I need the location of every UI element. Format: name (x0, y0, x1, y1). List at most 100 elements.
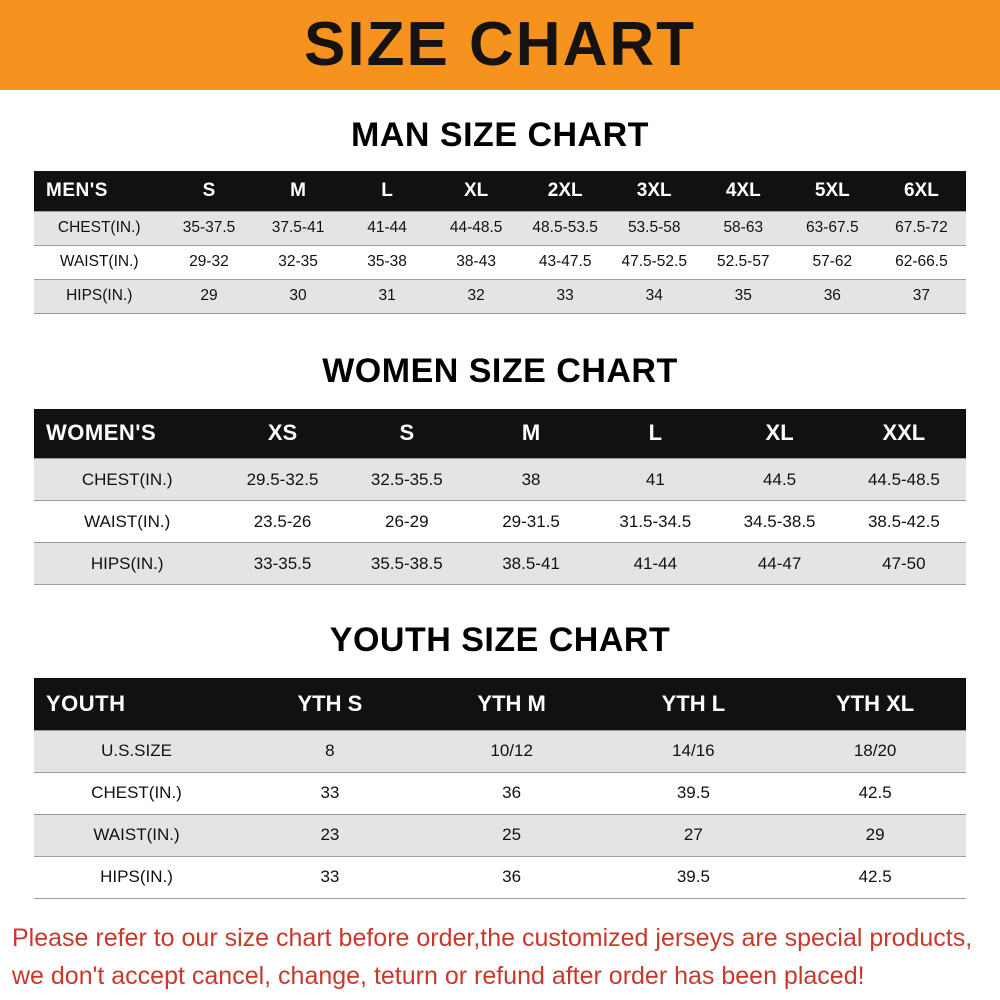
size-value-cell: 14/16 (602, 729, 785, 772)
size-value-cell: 44-48.5 (431, 210, 521, 245)
size-value-cell: 27 (602, 813, 785, 856)
size-value-cell: 32.5-35.5 (344, 458, 469, 501)
size-value-cell: 36 (420, 771, 603, 814)
size-column-header: S (344, 408, 469, 459)
row-label-cell: CHEST(IN.) (34, 771, 240, 814)
size-column-header: S (164, 171, 254, 211)
table-row: CHEST(IN.) 29.5-32.5 32.5-35.5 38 41 44.5 44.5… (34, 458, 966, 501)
size-value-cell: 53.5-58 (609, 210, 699, 245)
table-row: CHEST(IN.) 35-37.5 37.5-41 41-44 44-48.5 48.5… (34, 210, 966, 245)
size-value-cell: 37.5-41 (253, 210, 343, 245)
size-value-cell: 44.5 (717, 458, 842, 501)
table-row: U.S.SIZE 8 10/12 14/16 18/20 (34, 729, 966, 772)
table-title-cell: MEN'S (34, 171, 165, 211)
table-header-row: MEN'S S M L XL 2XL 3XL 4XL 5XL 6XL (34, 171, 966, 211)
size-column-header: YTH L (602, 678, 785, 730)
row-label-cell: U.S.SIZE (34, 729, 240, 772)
size-value-cell: 33 (239, 771, 421, 814)
table-header-row: WOMEN'S XS S M L XL XXL (34, 408, 966, 459)
size-column-header: XL (431, 171, 521, 211)
size-value-cell: 29-31.5 (468, 500, 594, 543)
table-row: HIPS(IN.) 33-35.5 35.5-38.5 38.5-41 41-44 44-… (34, 542, 966, 585)
size-value-cell: 18/20 (784, 729, 966, 772)
size-value-cell: 38 (468, 458, 594, 501)
size-value-cell: 35-38 (342, 244, 432, 279)
size-column-header: 4XL (698, 171, 788, 211)
size-value-cell: 33 (520, 278, 610, 314)
table-row: CHEST(IN.) 33 36 39.5 42.5 (34, 771, 966, 814)
size-value-cell: 39.5 (602, 855, 785, 899)
size-value-cell: 52.5-57 (698, 244, 788, 279)
size-column-header: YTH S (239, 678, 421, 730)
size-value-cell: 8 (239, 729, 421, 772)
size-value-cell: 44-47 (717, 542, 842, 585)
size-value-cell: 38.5-42.5 (841, 500, 966, 543)
size-value-cell: 57-62 (787, 244, 877, 279)
size-value-cell: 35-37.5 (164, 210, 254, 245)
size-column-header: XXL (841, 408, 966, 459)
size-value-cell: 29 (164, 278, 254, 314)
man-section-heading: MAN SIZE CHART (351, 116, 649, 154)
women-size-table: WOMEN'S XS S M L XL XXL CHEST(IN.) 29.5-32.5 32.5… (34, 408, 966, 585)
size-column-header: L (593, 408, 718, 459)
size-value-cell: 32 (431, 278, 521, 314)
size-value-cell: 47-50 (841, 542, 966, 585)
youth-section-heading: YOUTH SIZE CHART (329, 621, 671, 659)
table-row: WAIST(IN.) 23 25 27 29 (34, 813, 966, 856)
row-label-cell: HIPS(IN.) (34, 542, 221, 585)
table-title-cell: WOMEN'S (34, 408, 221, 459)
size-value-cell: 44.5-48.5 (841, 458, 966, 501)
size-value-cell: 39.5 (602, 771, 785, 814)
size-value-cell: 33 (239, 855, 421, 899)
size-value-cell: 26-29 (344, 500, 469, 543)
size-column-header: 2XL (520, 171, 610, 211)
size-value-cell: 30 (253, 278, 343, 314)
size-value-cell: 48.5-53.5 (520, 210, 610, 245)
size-value-cell: 33-35.5 (220, 542, 345, 585)
size-column-header: M (253, 171, 343, 211)
table-title-cell: YOUTH (34, 678, 240, 730)
size-value-cell: 38.5-41 (468, 542, 594, 585)
row-label-cell: CHEST(IN.) (34, 458, 221, 501)
size-value-cell: 31.5-34.5 (593, 500, 718, 543)
size-value-cell: 36 (787, 278, 877, 314)
size-value-cell: 10/12 (420, 729, 603, 772)
table-row: HIPS(IN.) 29 30 31 32 33 34 35 36 37 (34, 278, 966, 314)
size-value-cell: 29-32 (164, 244, 254, 279)
size-value-cell: 23.5-26 (220, 500, 345, 543)
women-size-section: WOMEN SIZE CHART WOMEN'S XS S M L XL XXL CHEST(… (0, 351, 1000, 585)
size-value-cell: 38-43 (431, 244, 521, 279)
size-column-header: 6XL (876, 171, 966, 211)
size-column-header: YTH M (420, 678, 603, 730)
women-section-heading: WOMEN SIZE CHART (322, 351, 678, 390)
order-notice-line-1: Please refer to our size chart before or… (12, 923, 973, 952)
size-value-cell: 42.5 (784, 855, 966, 899)
order-notice-line-2: we don't accept cancel, change, teturn o… (12, 961, 865, 990)
size-value-cell: 34.5-38.5 (717, 500, 842, 543)
banner-title: SIZE CHART (304, 10, 696, 79)
size-value-cell: 23 (239, 813, 421, 856)
size-chart-banner: SIZE CHART (0, 0, 1000, 90)
size-value-cell: 41 (593, 458, 718, 501)
table-row: HIPS(IN.) 33 36 39.5 42.5 (34, 855, 966, 899)
table-row: WAIST(IN.) 23.5-26 26-29 29-31.5 31.5-34.5 34… (34, 500, 966, 543)
men-size-table: MEN'S S M L XL 2XL 3XL 4XL 5XL 6XL CHEST(IN.) 35-37… (34, 171, 966, 314)
size-value-cell: 29.5-32.5 (220, 458, 345, 501)
man-size-section: MAN SIZE CHART MEN'S S M L XL 2XL 3XL 4XL 5XL 6XL… (0, 116, 1000, 314)
size-value-cell: 35.5-38.5 (344, 542, 469, 585)
size-value-cell: 36 (420, 855, 603, 899)
order-notice: Please refer to our size chart before or… (0, 919, 1000, 995)
size-value-cell: 41-44 (593, 542, 718, 585)
size-column-header: XL (717, 408, 842, 459)
row-label-cell: WAIST(IN.) (34, 244, 165, 279)
size-value-cell: 25 (420, 813, 603, 856)
size-value-cell: 35 (698, 278, 788, 314)
size-value-cell: 67.5-72 (876, 210, 966, 245)
size-value-cell: 37 (876, 278, 966, 314)
size-value-cell: 41-44 (342, 210, 432, 245)
size-value-cell: 34 (609, 278, 699, 314)
row-label-cell: WAIST(IN.) (34, 500, 221, 543)
size-column-header: L (342, 171, 432, 211)
size-column-header: 5XL (787, 171, 877, 211)
